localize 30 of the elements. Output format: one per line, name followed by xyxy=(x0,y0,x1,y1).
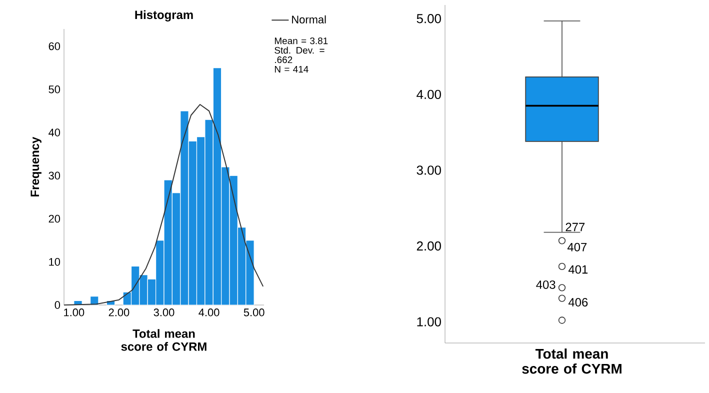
x-tick-label: 1.00 xyxy=(64,308,84,316)
annotation: 403 xyxy=(536,280,556,289)
y-tick-label: 3.00 xyxy=(416,166,441,175)
text: Std. Dev. = .662 xyxy=(274,46,324,64)
y-tick-label: 0 xyxy=(54,301,60,309)
y-tick-label: 50 xyxy=(48,86,60,94)
y-tick-label: 5.00 xyxy=(416,14,441,24)
y-tick-label: 60 xyxy=(48,42,60,50)
x-axis-title: Total mean score of CYRM xyxy=(522,348,622,374)
x-tick-label: 5.00 xyxy=(244,308,264,316)
annotation: 406 xyxy=(568,298,588,307)
x-axis-title: Total mean score of CYRM xyxy=(121,329,206,351)
chart-title: Histogram xyxy=(135,10,193,22)
text: Mean = 3.81 xyxy=(274,37,328,44)
text: N = 414 xyxy=(274,66,308,72)
y-tick-label: 30 xyxy=(48,172,60,180)
x-tick-label: 3.00 xyxy=(154,308,174,316)
annotation: 401 xyxy=(568,265,588,274)
annotation: 277 xyxy=(566,222,585,232)
y-tick-label: 1.00 xyxy=(417,317,441,326)
y-tick-label: 2.00 xyxy=(416,241,441,251)
y-tick-label: 20 xyxy=(48,214,60,223)
x-tick-label: 2.00 xyxy=(108,308,130,316)
y-axis-title: Frequency xyxy=(30,136,42,196)
y-tick-label: 4.00 xyxy=(416,90,441,100)
annotation: 407 xyxy=(567,242,587,252)
y-tick-label: 10 xyxy=(49,258,60,266)
legend-label: Normal xyxy=(292,15,326,24)
y-tick-label: 40 xyxy=(48,128,60,136)
x-tick-label: 4.00 xyxy=(198,308,220,316)
